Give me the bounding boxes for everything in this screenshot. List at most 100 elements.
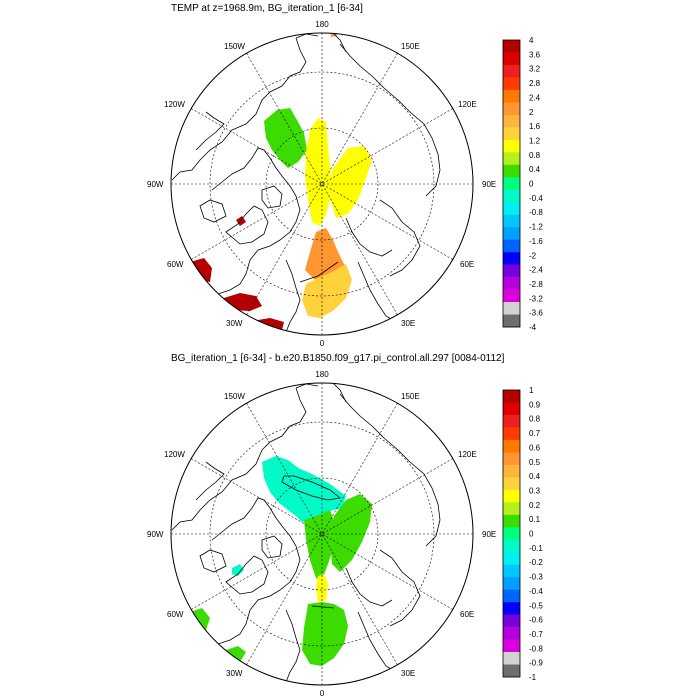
bottom-colorbar-label: -0.8 [529,644,543,653]
bottom-panel: BG_iteration_1 [6-34] - b.e20.B1850.f09_… [0,350,700,700]
top-colorbar-swatch [503,114,520,128]
top-lbl-150w: 150W [224,42,245,51]
bottom-colorbar-swatch [503,427,520,441]
top-colorbar-swatch [503,64,520,78]
region-orange-fram [305,228,345,282]
bottom-colorbar-label: -0.9 [529,659,543,668]
bottom-lbl-90e: 90E [482,530,496,539]
top-colorbar-label: 2.4 [529,93,541,102]
bottom-colorbar-label: 0 [529,530,534,539]
top-lbl-120w: 120W [164,100,185,109]
bottom-colorbar-swatch [503,664,520,678]
region-green-central [304,510,336,580]
top-colorbar-swatch [503,202,520,215]
top-colorbar-label: -2 [529,251,537,260]
region-green-east [330,494,372,572]
bottom-lbl-120e: 120E [458,450,477,459]
top-lbl-60w: 60W [167,260,184,269]
region-darkred-labrador [190,258,212,282]
top-colorbar-label: 1.6 [529,122,541,131]
bottom-lbl-180: 180 [315,370,329,379]
bottom-lbl-60w: 60W [167,610,184,619]
region-green-nordic [302,602,348,666]
bottom-colorbar-label: 0.2 [529,501,541,510]
bottom-colorbar-border [502,389,521,678]
bottom-lbl-90w: 90W [147,530,164,539]
bottom-colorbar-label: -0.2 [529,558,543,567]
bottom-colorbar-label: -0.7 [529,630,543,639]
bottom-panel-title: BG_iteration_1 [6-34] - b.e20.B1850.f09_… [171,353,505,364]
bottom-colorbar-swatch [503,477,520,491]
bottom-colorbar-label: -0.3 [529,573,543,582]
bottom-colorbar-swatch [503,577,520,590]
bottom-graticule [171,383,473,685]
top-graticule [171,33,473,335]
top-panel: TEMP at z=1968.9m, BG_iteration_1 [6-34] [147,3,543,348]
region-lightorange-nordic [302,264,352,318]
bottom-colorbar-label: 1 [529,386,534,395]
top-colorbar-swatch [503,252,520,265]
bottom-colorbar-swatch [503,402,520,416]
bottom-colorbar-swatch [503,464,520,478]
top-colorbar-swatch [503,214,520,228]
bottom-colorbar-swatch [503,439,520,453]
top-colorbar-swatch [503,127,520,141]
top-colorbar-swatch [503,264,520,278]
bottom-colorbar-label: 0.5 [529,458,541,467]
top-colorbar-swatch [503,302,520,315]
top-colorbar-swatch [503,89,520,103]
top-colorbar-swatch [503,189,520,203]
top-lbl-0: 0 [320,339,325,348]
region-darkred-south [258,318,284,330]
top-colorbar-label: 1.2 [529,136,541,145]
top-lbl-150e: 150E [401,42,420,51]
top-colorbar-label: 0.8 [529,151,541,160]
bottom-colorbar-label: 0.9 [529,400,541,409]
bottom-coastlines [171,383,441,683]
bottom-regions [190,456,372,666]
top-panel-title: TEMP at z=1968.9m, BG_iteration_1 [6-34] [171,3,363,14]
top-colorbar-label: 2.8 [529,79,541,88]
top-colorbar-swatch [503,52,520,66]
top-lbl-120e: 120E [458,100,477,109]
bottom-colorbar-label: -0.5 [529,601,543,610]
bottom-colorbar: 1 0.9 0.8 0.7 0.6 0.5 0.4 0.3 0.2 0.1 0 -0.1 -0.2 -0.… [502,386,543,682]
top-colorbar-swatch [503,40,520,53]
bottom-colorbar-label: 0.1 [529,515,541,524]
top-map: 180 0 90W 90E 150W 150E 120W 120E 60W 60… [147,20,543,348]
bottom-lbl-30w: 30W [226,669,243,678]
top-colorbar-swatch [503,102,520,116]
top-colorbar-label: -1.6 [529,237,543,246]
region-green-labrador [190,608,210,630]
bottom-lbl-60e: 60E [460,610,474,619]
top-colorbar-swatch [503,314,520,328]
top-colorbar-label: 3.6 [529,50,541,59]
top-colorbar-label: 3.2 [529,65,541,74]
top-lbl-60e: 60E [460,260,474,269]
top-colorbar-label: 0.4 [529,165,541,174]
top-map-border [170,32,474,336]
bottom-colorbar-swatch [503,539,520,553]
top-colorbar-label: 0 [529,180,534,189]
top-lbl-180: 180 [315,20,329,29]
region-cyan-baffin [232,564,244,576]
region-darkred-irminger [224,293,262,311]
bottom-colorbar-swatch [503,489,520,503]
top-colorbar-label: -2.4 [529,266,543,275]
region-cyan-canada [262,456,346,522]
top-colorbar-label: -2.8 [529,280,543,289]
top-colorbar-swatch [503,164,520,178]
bottom-colorbar-label: 0.4 [529,472,541,481]
bottom-colorbar-swatch [503,514,520,528]
bottom-colorbar-label: 0.6 [529,443,541,452]
bottom-colorbar-label: -0.6 [529,616,543,625]
bottom-lbl-150e: 150E [401,392,420,401]
top-lbl-90e: 90E [482,180,496,189]
bottom-colorbar-swatch [503,552,520,565]
top-colorbar-label: -3.6 [529,309,543,318]
bottom-map: 180 0 90W 90E 150W 150E 120W 120E 60W 60… [147,370,543,698]
top-colorbar-label: -3.2 [529,294,543,303]
top-lbl-30e: 30E [401,319,415,328]
bottom-colorbar-label: -1 [529,673,537,682]
bottom-colorbar-swatch [503,452,520,466]
